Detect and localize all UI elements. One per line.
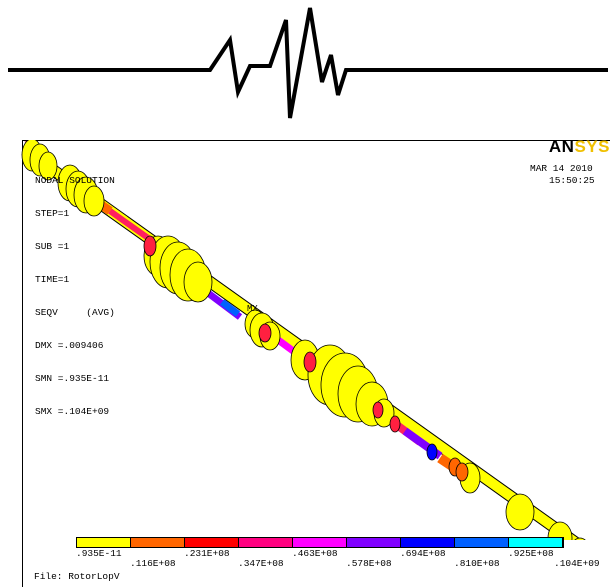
color-legend-bar	[76, 537, 564, 548]
date-label: MAR 14 2010	[530, 163, 593, 174]
legend-swatch	[347, 538, 401, 547]
legend-swatch	[509, 538, 563, 547]
plot-frame	[22, 140, 610, 587]
solution-info: NODAL SOLUTION STEP=1 SUB =1 TIME=1 SEQV…	[35, 153, 115, 428]
legend-swatch	[131, 538, 185, 547]
legend-bottom-4: .104E+09	[554, 558, 600, 569]
info-line-3: SUB =1	[35, 241, 70, 252]
legend-swatch	[293, 538, 347, 547]
time-label: 15:50:25	[549, 175, 595, 186]
info-line-6: DMX =.009406	[35, 340, 104, 351]
waveform-graphic	[8, 7, 608, 119]
legend-top-1: .231E+08	[184, 548, 230, 559]
legend-top-4: .925E+08	[508, 548, 554, 559]
legend-top-0: .935E-11	[76, 548, 122, 559]
info-line-2: STEP=1	[35, 208, 70, 219]
legend-bottom-1: .347E+08	[238, 558, 284, 569]
legend-swatch	[239, 538, 293, 547]
info-line-7: SMN =.935E-11	[35, 373, 110, 384]
ansys-logo: ANSYS	[548, 137, 610, 156]
info-line-8: SMX =.104E+09	[35, 406, 110, 417]
legend-swatch	[455, 538, 509, 547]
legend-top-3: .694E+08	[400, 548, 446, 559]
legend-bottom-0: .116E+08	[130, 558, 176, 569]
legend-swatch	[77, 538, 131, 547]
legend-swatch	[185, 538, 239, 547]
waveform-line	[8, 7, 608, 119]
file-label: File: RotorLopV	[34, 571, 120, 582]
legend-swatch	[401, 538, 455, 547]
info-line-4: TIME=1	[35, 274, 70, 285]
info-line-5: SEQV (AVG)	[35, 307, 115, 318]
info-line-1: NODAL SOLUTION	[35, 175, 115, 186]
legend-bottom-3: .810E+08	[454, 558, 500, 569]
max-marker: MX	[247, 304, 258, 314]
legend-top-2: .463E+08	[292, 548, 338, 559]
rotor-model: MX	[21, 140, 586, 540]
legend-bottom-2: .578E+08	[346, 558, 392, 569]
